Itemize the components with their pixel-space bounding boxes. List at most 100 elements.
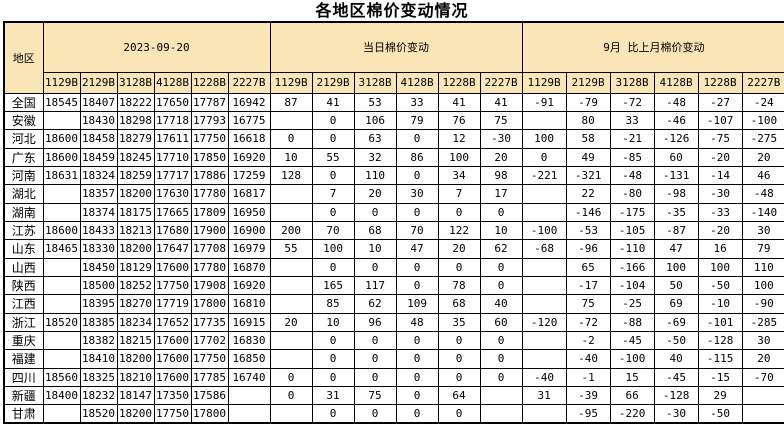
price-cell: 17680 (153, 220, 192, 241)
price-cell (521, 275, 567, 296)
grade-column-header: 1228B (190, 71, 229, 94)
region-column-header: 地区 (3, 21, 44, 94)
price-cell: 49 (565, 147, 611, 167)
price-cell (227, 385, 271, 406)
region-name: 湖北 (3, 184, 44, 204)
table-row: 浙江 18520 18385 18234 17652 17735 16915 20 10 96 48… (3, 312, 784, 332)
grade-column-header: 2227B (227, 71, 271, 94)
grade-column-header: 3128B (609, 71, 655, 94)
grade-column-header: 4128B (395, 71, 439, 94)
price-cell (521, 110, 567, 131)
price-cell: 20 (479, 147, 523, 167)
price-cell: -20 (697, 147, 743, 167)
price-cell: 0 (353, 404, 397, 424)
price-cell: 17735 (190, 312, 229, 332)
price-cell: 18459 (79, 147, 118, 167)
price-cell: 17908 (190, 275, 229, 296)
price-cell: 18234 (116, 312, 155, 332)
price-cell: -50 (653, 330, 699, 351)
grade-column-header: 1129B (42, 71, 81, 94)
region-name: 陕西 (3, 275, 44, 296)
table-row: 福建 18410 18200 17600 17750 16850 0 0 0 0 0 -40 -100 4… (3, 349, 784, 369)
price-cell: 17647 (153, 239, 192, 259)
table-row: 河南 18631 18324 18259 17717 17886 17259 128 0 110 0… (3, 165, 784, 186)
price-cell: 17750 (153, 404, 192, 424)
price-cell: 12 (437, 129, 481, 149)
price-cell: 18232 (79, 385, 118, 406)
price-cell: 17702 (190, 330, 229, 351)
price-cell: 17650 (153, 92, 192, 112)
price-cell: 0 (269, 129, 313, 149)
price-cell: 53 (353, 92, 397, 112)
price-cell: 0 (311, 404, 355, 424)
table-row: 陕西 18500 18252 17750 17908 16920 165 117 0 78 0 -17… (3, 275, 784, 296)
price-cell (479, 385, 523, 406)
price-cell: 18433 (79, 220, 118, 241)
price-cell: 17717 (153, 165, 192, 186)
price-cell: 17611 (153, 129, 192, 149)
price-cell (42, 257, 81, 277)
price-cell: 17750 (153, 275, 192, 296)
price-cell: 18215 (116, 330, 155, 351)
price-cell: -48 (741, 184, 784, 204)
price-cell: 17630 (153, 184, 192, 204)
price-cell: 31 (311, 385, 355, 406)
region-name: 甘肃 (3, 404, 44, 424)
price-cell: -115 (697, 349, 743, 369)
price-cell: 17780 (190, 257, 229, 277)
price-cell: 16942 (227, 92, 271, 112)
price-cell: 96 (353, 312, 397, 332)
price-cell: 80 (565, 110, 611, 131)
grade-header-row: 1129B 2129B 3128B 4128B 1228B 2227B 1129B 2129B… (4, 71, 784, 94)
price-cell: 60 (479, 312, 523, 332)
price-cell: 18382 (79, 330, 118, 351)
region-name: 四川 (3, 367, 44, 388)
price-cell (227, 404, 271, 424)
price-cell: 0 (479, 330, 523, 351)
price-cell: 0 (479, 257, 523, 277)
price-cell: -321 (565, 165, 611, 186)
price-cell: -90 (741, 294, 784, 314)
grade-column-header: 4128B (653, 71, 699, 94)
price-cell: 68 (437, 294, 481, 314)
grade-column-header: 1228B (437, 71, 481, 94)
price-cell: 18324 (79, 165, 118, 186)
price-cell: 17259 (227, 165, 271, 186)
price-cell: 16775 (227, 110, 271, 131)
grade-column-header: 1228B (697, 71, 743, 94)
price-cell: 16850 (227, 349, 271, 369)
region-name: 福建 (3, 349, 44, 369)
price-cell: -75 (697, 129, 743, 149)
price-cell: 0 (437, 202, 481, 222)
price-cell: 18600 (42, 220, 81, 241)
price-cell: 18245 (116, 147, 155, 167)
price-cell: 18520 (42, 312, 81, 332)
region-name: 广东 (3, 147, 44, 167)
price-cell: 16950 (227, 202, 271, 222)
region-name: 浙江 (3, 312, 44, 332)
price-cell: 79 (741, 239, 784, 259)
price-cell: 0 (521, 147, 567, 167)
price-cell: 76 (437, 110, 481, 131)
price-cell: 18374 (79, 202, 118, 222)
price-cell: 18222 (116, 92, 155, 112)
price-cell: 10 (353, 239, 397, 259)
price-cell: 0 (437, 330, 481, 351)
price-cell: -69 (653, 312, 699, 332)
price-cell: 68 (353, 220, 397, 241)
cotton-price-table: 地区 2023-09-20 当日棉价变动 9月 比上月棉价变动 1129B 212… (3, 21, 784, 424)
price-cell: 18465 (42, 239, 81, 259)
price-cell: -110 (609, 239, 655, 259)
price-cell: 40 (479, 294, 523, 314)
price-cell: -53 (565, 220, 611, 241)
price-cell: 18600 (42, 129, 81, 149)
price-cell: 0 (395, 385, 439, 406)
price-cell: -39 (565, 385, 611, 406)
price-cell: 0 (437, 404, 481, 424)
price-cell: -30 (653, 404, 699, 424)
price-cell: -72 (565, 312, 611, 332)
price-cell: -275 (741, 129, 784, 149)
grade-column-header: 1129B (269, 71, 313, 94)
price-cell: 31 (521, 385, 567, 406)
price-cell: 18259 (116, 165, 155, 186)
